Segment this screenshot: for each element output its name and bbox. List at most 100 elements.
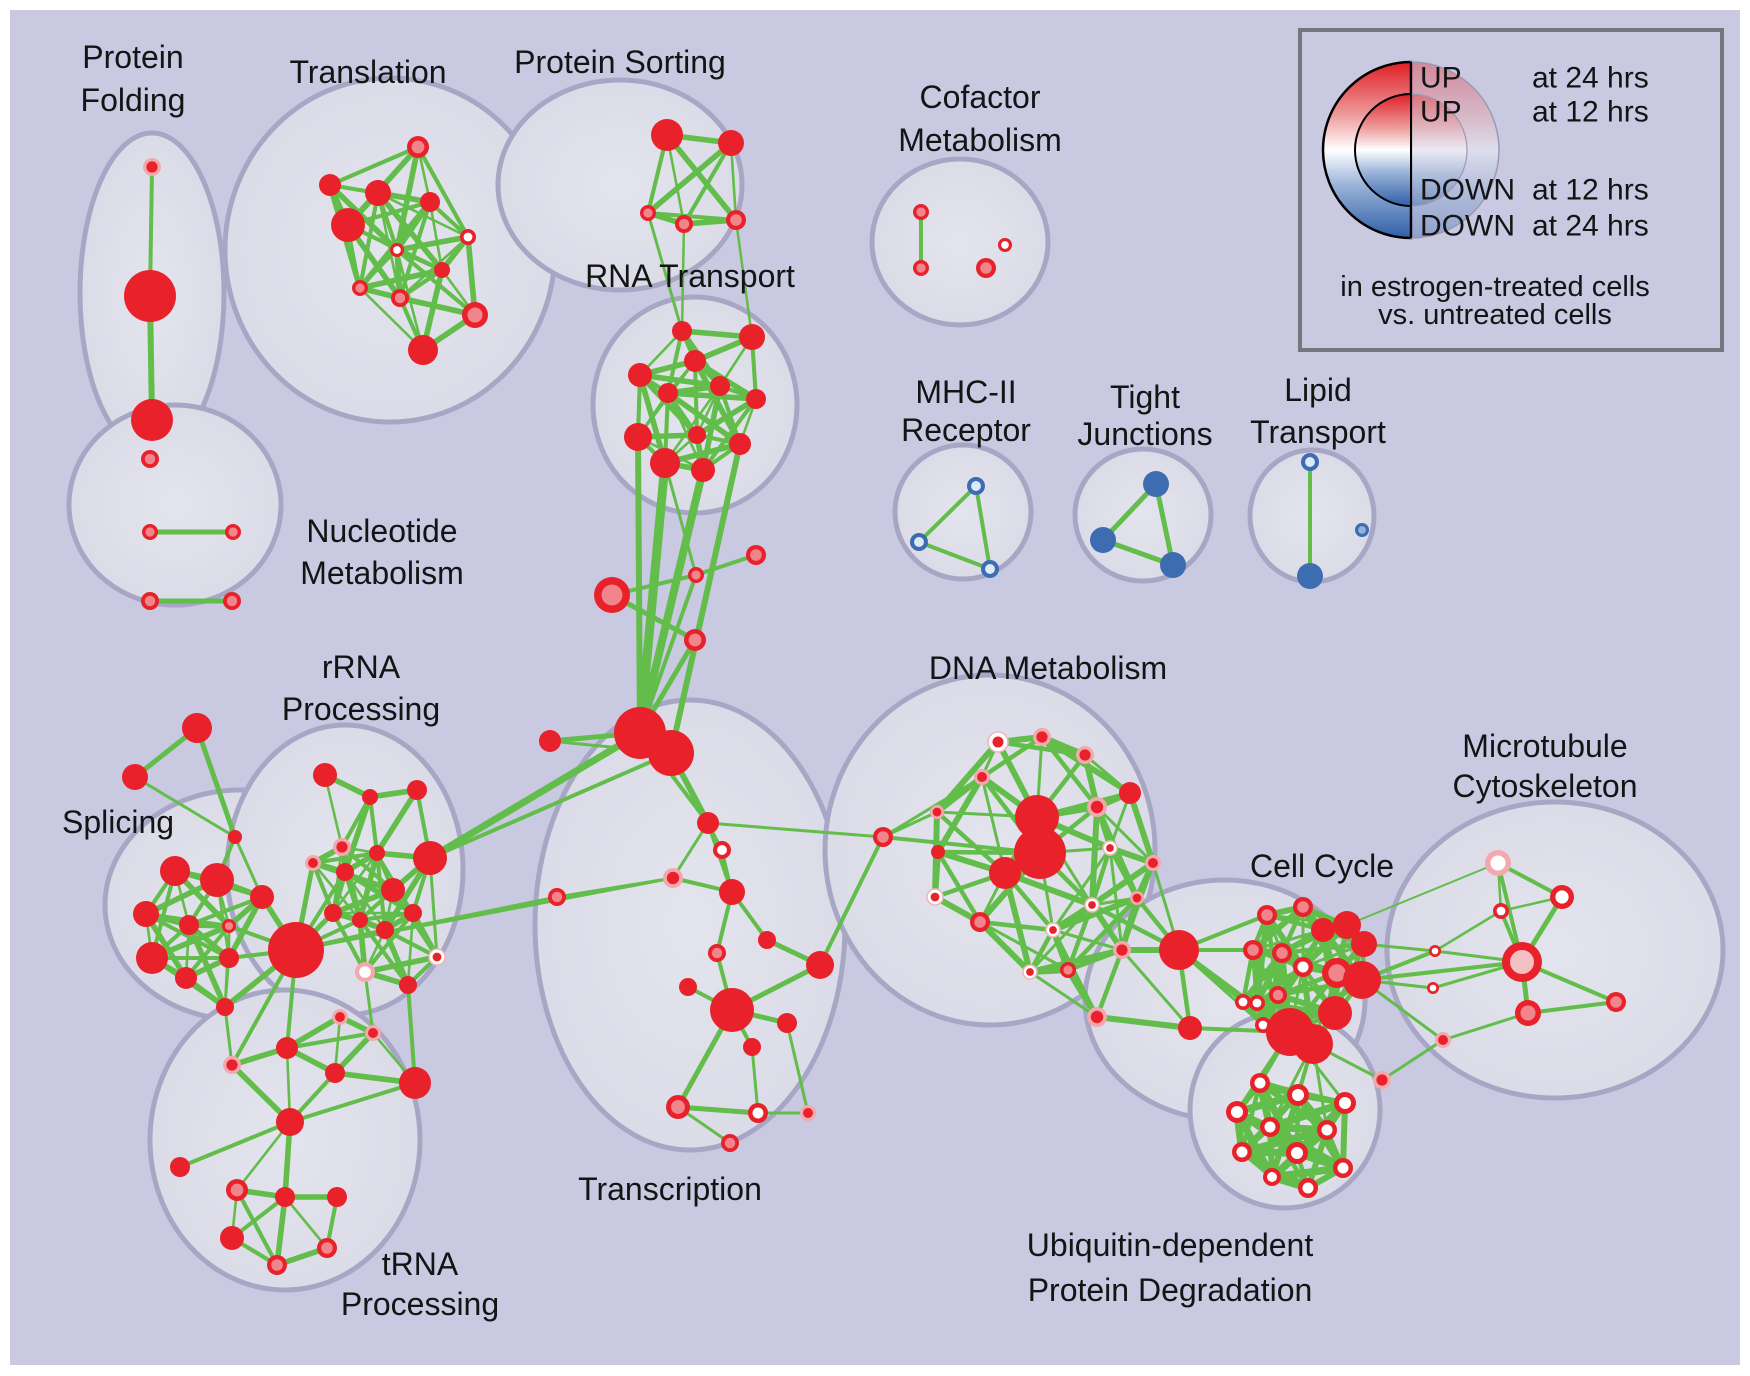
node-free-8 xyxy=(648,730,694,776)
node-dm-21 xyxy=(1159,930,1199,970)
edge-tc16-tc0 xyxy=(706,821,885,839)
edge-mc8-mc9 xyxy=(1380,1038,1445,1082)
edge-cc-1-5 xyxy=(1250,904,1306,953)
node-cc-9 xyxy=(1343,961,1381,999)
edge-dm-11-16 xyxy=(1089,845,1113,908)
edge-rr15-tp3 xyxy=(406,983,417,1085)
node-rt-6 xyxy=(746,389,766,409)
node-mc-5 xyxy=(1502,942,1542,982)
node-rt-7 xyxy=(688,426,706,444)
edge-tj0-tj2 xyxy=(1153,481,1176,568)
node-dm-19 xyxy=(1022,964,1038,980)
edge-rr-12-14 xyxy=(362,910,416,975)
label-nm-line1: Metabolism xyxy=(300,555,464,591)
node-rr-3 xyxy=(333,838,351,856)
edge-rt-5-6 xyxy=(665,390,759,402)
label-nm-line0: Nucleotide xyxy=(306,513,457,549)
edge-rt-3-4 xyxy=(637,372,723,389)
edge-dm-17-19 xyxy=(1027,927,1056,975)
legend-donut-inner-left xyxy=(1354,92,1412,208)
legend-donut-inner-right xyxy=(1410,93,1468,207)
node-ps-4 xyxy=(726,210,746,230)
edge-rr-13-14 xyxy=(362,954,440,975)
edge-cc9-mc5 xyxy=(1360,960,1524,982)
node-cc-2 xyxy=(1311,918,1335,942)
node-ub-0 xyxy=(1250,1073,1270,1093)
edge-sp-4-6 xyxy=(183,923,232,981)
legend-down24-side: DOWN xyxy=(1420,210,1515,243)
label-cf-line1: Metabolism xyxy=(898,122,1062,158)
edge-rr-10-15 xyxy=(357,917,411,988)
legend-footer-line2: vs. untreated cells xyxy=(1378,299,1612,331)
node-dm-1 xyxy=(1033,728,1051,746)
node-dm-10 xyxy=(931,845,945,859)
edge-ub-8-9 xyxy=(1268,1164,1347,1181)
node-tr-7 xyxy=(352,280,368,296)
edge-mhc1-mhc2 xyxy=(917,540,992,571)
edge-mhc0-mhc1 xyxy=(917,484,978,544)
node-rr-5 xyxy=(336,863,354,881)
node-cf-1 xyxy=(913,260,929,276)
node-ub-6 xyxy=(1232,1142,1252,1162)
edge-rt-6-7 xyxy=(694,396,759,438)
node-dm-4 xyxy=(930,805,944,819)
node-free-6 xyxy=(684,629,706,651)
node-ub-8 xyxy=(1333,1158,1353,1178)
node-dm-7 xyxy=(1015,795,1059,839)
node-tc-2 xyxy=(663,868,683,888)
node-dm-12 xyxy=(1145,855,1161,871)
node-mc-0 xyxy=(1485,850,1511,876)
network-nodes xyxy=(122,119,1626,1275)
node-tp-9 xyxy=(327,1187,347,1207)
node-dm-6 xyxy=(1087,797,1107,817)
edge-dm-6-12 xyxy=(1095,805,1155,865)
node-tp-0 xyxy=(223,1056,241,1074)
node-dm-16 xyxy=(1084,897,1100,913)
node-nm-3 xyxy=(141,592,159,610)
label-rr-line1: Processing xyxy=(282,691,440,727)
node-dm-5 xyxy=(1119,782,1141,804)
node-rr-4 xyxy=(305,855,321,871)
node-free-2 xyxy=(228,830,242,844)
node-rr-11 xyxy=(376,921,394,939)
node-tj-0 xyxy=(1143,471,1169,497)
label-pf-line0: Protein xyxy=(82,39,183,75)
node-sp-3 xyxy=(179,915,199,935)
node-tr-0 xyxy=(407,136,429,158)
edge-cc3-mc0 xyxy=(1346,862,1499,926)
legend-down12-time: at 12 hrs xyxy=(1532,174,1649,207)
edge-mc6-mc7 xyxy=(1526,1000,1618,1015)
edge-dm-1-3 xyxy=(979,734,1045,780)
node-tc-15 xyxy=(721,1134,739,1152)
label-rr-line0: rRNA xyxy=(322,649,401,685)
node-tj-1 xyxy=(1090,527,1116,553)
node-sp-4 xyxy=(222,919,236,933)
node-rr-13 xyxy=(428,948,446,966)
node-ub-1 xyxy=(1287,1084,1309,1106)
node-tc-5 xyxy=(708,944,726,962)
node-tc-11 xyxy=(743,1038,761,1056)
edge-rr-4-6 xyxy=(310,850,380,866)
label-mhc-line1: Receptor xyxy=(901,412,1031,448)
node-tp-5 xyxy=(332,1009,348,1025)
node-dm-18 xyxy=(1060,962,1076,978)
node-mc-9 xyxy=(1373,1071,1391,1089)
node-tc-10 xyxy=(777,1013,797,1033)
cluster-nm-ellipse xyxy=(66,402,284,608)
node-dm-13 xyxy=(1130,891,1144,905)
edge-tp-4-7 xyxy=(235,1120,292,1192)
node-ub-3 xyxy=(1334,1092,1356,1114)
node-dm-22 xyxy=(1087,1007,1107,1027)
edge-dm-10-15 xyxy=(935,849,983,925)
edge-dm-16-19 xyxy=(1028,903,1094,974)
edge-rt10-free3 xyxy=(663,461,698,577)
node-rt-11 xyxy=(691,458,715,482)
edge-tr-2-7 xyxy=(357,190,381,291)
cluster-tp-ellipse xyxy=(147,987,423,1293)
edge-rt11-free7 xyxy=(636,466,707,737)
node-ps-1 xyxy=(718,130,744,156)
node-cc-14 xyxy=(1293,1024,1333,1064)
edge-dm-15-17 xyxy=(977,919,1056,933)
node-dm-3 xyxy=(974,769,990,785)
